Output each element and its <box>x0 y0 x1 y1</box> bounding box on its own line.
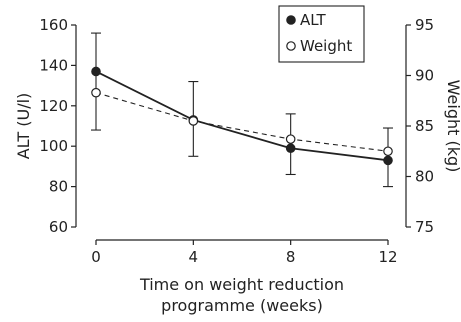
x-axis-title-line: programme (weeks) <box>161 296 323 315</box>
left-y-ticks: 60 80 100 120 140 160 <box>39 16 76 236</box>
series-lines <box>95 70 389 162</box>
legend-label-alt: ALT <box>300 11 327 29</box>
weight-point <box>91 87 101 98</box>
x-axis-title: Time on weight reduction programme (weeks… <box>139 275 344 315</box>
legend-marker-alt <box>286 15 296 25</box>
right-y-tick-label: 80 <box>415 168 434 186</box>
alt-point <box>91 66 101 77</box>
legend-label-weight: Weight <box>300 37 352 55</box>
alt-series-line <box>95 70 389 162</box>
alt-point <box>383 155 393 166</box>
weight-point <box>285 134 296 144</box>
right-y-ticks: 75 80 85 90 95 <box>406 16 434 236</box>
right-y-tick-label: 75 <box>415 218 434 236</box>
x-ticks: 0 4 8 12 <box>91 240 398 266</box>
right-y-tick-label: 95 <box>415 16 434 34</box>
x-tick-label: 0 <box>91 248 101 266</box>
left-y-tick-label: 100 <box>39 137 68 155</box>
weight-point <box>383 146 393 157</box>
legend: ALT Weight <box>278 5 365 63</box>
x-axis-title-line: Time on weight reduction <box>139 275 344 294</box>
right-axis-title: Weight (kg) <box>444 80 461 173</box>
legend-marker-weight <box>286 41 296 51</box>
x-tick-label: 12 <box>378 248 397 266</box>
left-y-tick-label: 140 <box>39 56 68 74</box>
weight-series-line <box>95 92 389 152</box>
x-tick-label: 8 <box>286 248 296 266</box>
x-tick-label: 4 <box>189 248 199 266</box>
data-points <box>91 66 393 166</box>
left-y-tick-label: 80 <box>49 178 68 196</box>
left-axis-title: ALT (U/l) <box>14 93 33 160</box>
right-y-tick-label: 90 <box>415 67 434 85</box>
weight-point <box>188 116 199 126</box>
left-y-tick-label: 60 <box>49 218 68 236</box>
alt-point <box>285 143 296 154</box>
left-y-tick-label: 160 <box>39 16 68 34</box>
left-y-tick-label: 120 <box>39 97 68 115</box>
right-y-tick-label: 85 <box>415 117 434 135</box>
legend-box <box>278 5 365 63</box>
